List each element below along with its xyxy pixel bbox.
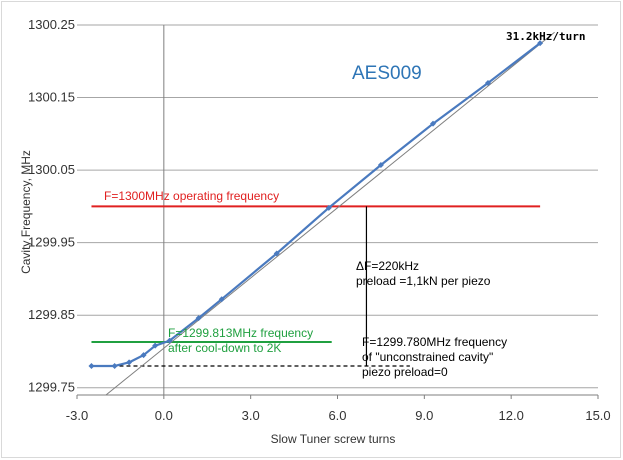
data-point [430, 120, 437, 127]
delta-label: ΔF=220kHz [356, 259, 419, 273]
data-point [140, 352, 147, 359]
x-tick-label: 0.0 [155, 408, 173, 423]
data-point [537, 40, 544, 47]
x-tick-label: 3.0 [242, 408, 260, 423]
fit-line [105, 31, 555, 396]
x-axis-title: Slow Tuner screw turns [271, 432, 396, 446]
reference-lines [91, 205, 541, 367]
y-tick-label: 1299.85 [28, 307, 75, 322]
x-tick-label: 12.0 [499, 408, 524, 423]
y-tick-label: 1300.25 [28, 17, 75, 32]
unconstrained-frequency-label: of "unconstrained cavity" [362, 350, 493, 364]
data-point [111, 362, 118, 369]
series [88, 40, 544, 369]
annotations: F=1300MHz operating frequency F=1299.813M… [104, 189, 507, 379]
y-axis-title: Cavity Frequency, MHz [19, 150, 33, 274]
operating-frequency-label: F=1300MHz operating frequency [104, 189, 279, 203]
data-point [325, 204, 332, 211]
data-point [485, 80, 492, 87]
data-point [126, 359, 133, 366]
unconstrained-frequency-label: piezo preload=0 [362, 365, 448, 379]
data-point [152, 342, 159, 349]
data-point [166, 337, 173, 344]
data-point [218, 296, 225, 303]
y-tick-label: 1299.95 [28, 235, 75, 250]
x-tick-label: 6.0 [328, 408, 346, 423]
data-point [377, 162, 384, 169]
fit-line-segment [105, 31, 555, 396]
x-tick-label: 15.0 [585, 408, 610, 423]
slope-label: 31.2kHz/turn [506, 30, 585, 43]
y-tick-label: 1299.75 [28, 380, 75, 395]
data-point [195, 315, 202, 322]
delta-label: preload =1,1kN per piezo [356, 274, 491, 288]
cooldown-frequency-label: F=1299.813MHz frequency [168, 326, 313, 340]
cooldown-frequency-label: after cool-down to 2K [168, 341, 281, 355]
unconstrained-frequency-label: F=1299.780MHz frequency [362, 335, 507, 349]
series-line [91, 42, 541, 368]
tick-labels: 1299.75 1299.85 1299.95 1300.05 1300.15 1300.… [28, 17, 611, 423]
data-point [273, 250, 280, 257]
data-point [88, 362, 95, 369]
x-tick-label: 9.0 [415, 408, 433, 423]
x-tick-label: -3.0 [66, 408, 88, 423]
y-tick-label: 1300.05 [28, 162, 75, 177]
y-tick-label: 1300.15 [28, 90, 75, 105]
chart-title: AES009 [352, 63, 422, 84]
axes [76, 25, 599, 399]
